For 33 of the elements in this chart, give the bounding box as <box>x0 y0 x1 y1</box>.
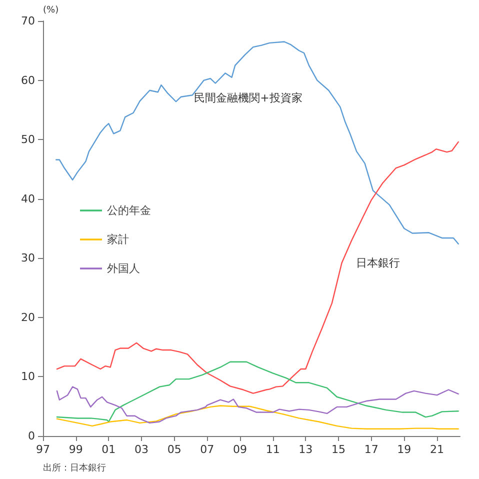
x-tick-label: 97 <box>36 443 50 456</box>
line-series <box>56 361 459 422</box>
x-tick-label: 15 <box>332 443 346 456</box>
x-tick-label: 03 <box>134 443 149 456</box>
text: 出所：日本銀行 <box>43 462 106 474</box>
y-axis-title: (%) <box>43 6 59 16</box>
line-series <box>56 405 459 430</box>
y-tick-label: 30 <box>21 252 35 265</box>
line-series <box>56 386 459 424</box>
line-series <box>56 41 459 245</box>
legend-label: 家計 <box>107 233 129 246</box>
x-tick-label: 99 <box>68 443 83 456</box>
x-tick-label: 01 <box>102 443 116 456</box>
series-label: 日本銀行 <box>356 256 400 270</box>
y-tick-label: 40 <box>21 192 35 206</box>
legend-label: 公的年金 <box>107 204 151 217</box>
y-tick-label: 70 <box>21 14 35 28</box>
x-tick-label: 19 <box>397 443 412 456</box>
y-tick-label: 60 <box>21 74 35 87</box>
x-tick-label: 17 <box>364 443 378 456</box>
x-tick-label: 09 <box>233 443 248 456</box>
y-tick-label: 20 <box>21 310 35 324</box>
legend-label: 外国人 <box>107 262 140 275</box>
x-tick-label: 13 <box>298 443 313 456</box>
y-tick-label: 10 <box>21 370 35 384</box>
x-tick-label: 05 <box>167 443 182 456</box>
x-tick-label: 07 <box>200 443 214 456</box>
series-label: 民間金融機関+投資家 <box>194 91 302 104</box>
line-series <box>56 141 459 394</box>
x-tick-label: 11 <box>266 443 280 456</box>
x-tick-label: 21 <box>430 443 444 456</box>
y-tick-label: 50 <box>21 133 35 146</box>
y-tick-label: 0 <box>28 430 35 442</box>
